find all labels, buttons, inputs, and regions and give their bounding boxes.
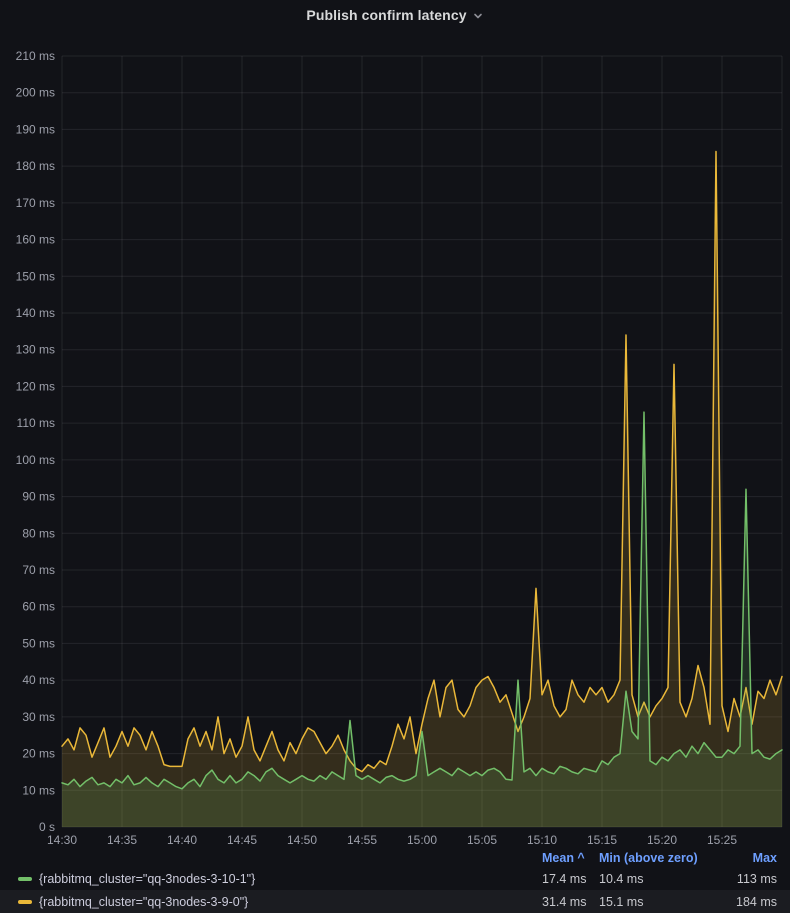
svg-text:0 s: 0 s [39, 820, 55, 834]
svg-text:15:00: 15:00 [407, 833, 437, 847]
svg-text:200 ms: 200 ms [16, 86, 55, 100]
svg-text:130 ms: 130 ms [16, 343, 55, 357]
series-1 [61, 150, 783, 827]
svg-text:14:50: 14:50 [287, 833, 317, 847]
svg-text:160 ms: 160 ms [16, 233, 55, 247]
svg-text:80 ms: 80 ms [22, 526, 55, 540]
legend-col-min[interactable]: Min (above zero) [599, 850, 698, 865]
x-axis-labels: 14:30 14:35 14:40 14:45 14:50 14:55 15:00 15:05… [47, 833, 737, 847]
series-color-swatch-green[interactable] [18, 876, 32, 881]
svg-text:90 ms: 90 ms [22, 490, 55, 504]
chevron-down-icon [472, 10, 484, 22]
svg-text:20 ms: 20 ms [22, 747, 55, 761]
svg-text:15:05: 15:05 [467, 833, 497, 847]
legend-col-mean[interactable]: Mean ^ [542, 850, 585, 865]
series-0 [61, 411, 783, 827]
min-value: 15.1 ms [599, 894, 644, 909]
svg-text:50 ms: 50 ms [22, 636, 55, 650]
legend-table: Mean ^ Min (above zero) Max {rabbitmq_cl… [0, 848, 790, 913]
min-value: 10.4 ms [599, 871, 644, 886]
svg-text:14:30: 14:30 [47, 833, 77, 847]
svg-text:120 ms: 120 ms [16, 379, 55, 393]
mean-value: 17.4 ms [542, 871, 587, 886]
svg-text:15:10: 15:10 [527, 833, 557, 847]
series-color-swatch-yellow[interactable] [18, 899, 32, 904]
svg-text:140 ms: 140 ms [16, 306, 55, 320]
timeseries-plot[interactable]: 0 s 10 ms 20 ms 30 ms 40 ms 50 ms 60 ms 70 ms 80… [0, 30, 790, 848]
svg-text:170 ms: 170 ms [16, 196, 55, 210]
svg-text:15:15: 15:15 [587, 833, 617, 847]
svg-text:14:55: 14:55 [347, 833, 377, 847]
legend-series-yellow[interactable]: {rabbitmq_cluster="qq-3nodes-3-9-0"} [18, 895, 542, 909]
svg-text:14:40: 14:40 [167, 833, 197, 847]
legend-series-green[interactable]: {rabbitmq_cluster="qq-3nodes-3-10-1"} [18, 872, 542, 886]
svg-text:100 ms: 100 ms [16, 453, 55, 467]
max-value: 184 ms [736, 894, 777, 909]
svg-text:40 ms: 40 ms [22, 673, 55, 687]
mean-value: 31.4 ms [542, 894, 587, 909]
grid [61, 55, 783, 828]
svg-text:14:45: 14:45 [227, 833, 257, 847]
svg-text:60 ms: 60 ms [22, 600, 55, 614]
svg-text:210 ms: 210 ms [16, 49, 55, 63]
svg-text:190 ms: 190 ms [16, 122, 55, 136]
svg-text:10 ms: 10 ms [22, 783, 55, 797]
legend-col-max[interactable]: Max [752, 850, 777, 865]
svg-text:70 ms: 70 ms [22, 563, 55, 577]
y-axis-labels: 0 s 10 ms 20 ms 30 ms 40 ms 50 ms 60 ms 70 ms 80… [16, 49, 55, 834]
svg-text:30 ms: 30 ms [22, 710, 55, 724]
series-name: {rabbitmq_cluster="qq-3nodes-3-9-0"} [39, 894, 249, 909]
series-name: {rabbitmq_cluster="qq-3nodes-3-10-1"} [39, 871, 256, 886]
svg-text:150 ms: 150 ms [16, 269, 55, 283]
svg-text:180 ms: 180 ms [16, 159, 55, 173]
svg-text:15:25: 15:25 [707, 833, 737, 847]
svg-text:15:20: 15:20 [647, 833, 677, 847]
legend-row: {rabbitmq_cluster="qq-3nodes-3-9-0"} 31.… [0, 890, 790, 913]
max-value: 113 ms [736, 871, 777, 886]
svg-text:14:35: 14:35 [107, 833, 137, 847]
legend-row: {rabbitmq_cluster="qq-3nodes-3-10-1"} 17… [0, 867, 790, 890]
svg-text:110 ms: 110 ms [17, 416, 55, 430]
legend-header-row: Mean ^ Min (above zero) Max [0, 848, 790, 867]
panel-title-menu[interactable]: Publish confirm latency [0, 0, 790, 30]
panel-title: Publish confirm latency [306, 7, 467, 23]
